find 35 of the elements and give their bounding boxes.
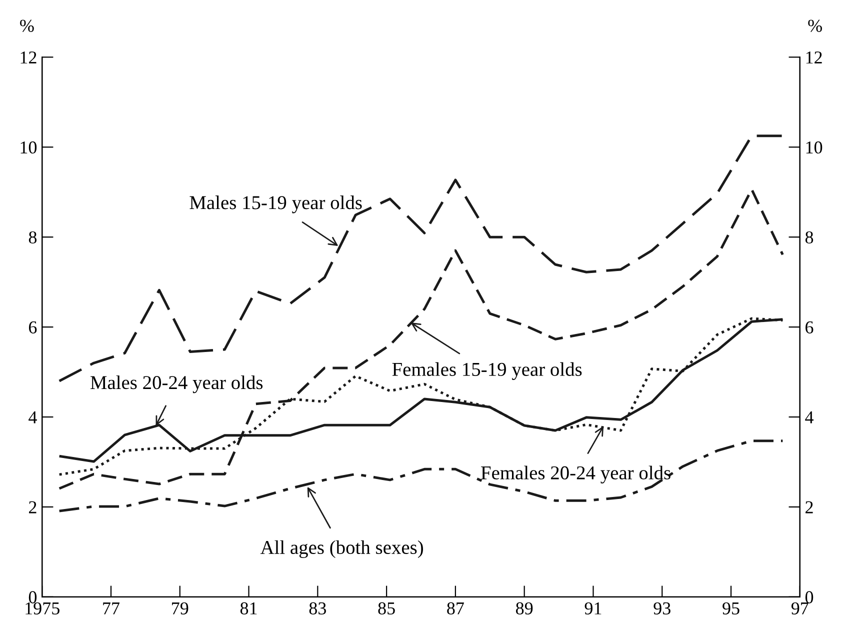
x-tick-label: 87 — [447, 602, 464, 614]
y2-axis-title: % — [808, 20, 822, 32]
annotation: Females 15-19 year olds — [392, 362, 582, 380]
y-tick-label: 2 — [29, 501, 36, 514]
annotation: Males 20-24 year olds — [90, 375, 263, 394]
y-tick-label: 8 — [28, 231, 37, 244]
x-tick-label: 83 — [309, 602, 326, 614]
x-tick-label: 93 — [654, 602, 670, 614]
y-tick-label: 10 — [20, 141, 37, 154]
y-tick-label: 0 — [28, 591, 37, 604]
x-tick-label: 97 — [791, 602, 808, 614]
x-tick-label: 95 — [722, 602, 740, 614]
y2-tick-label: 4 — [805, 411, 814, 424]
annotation: Males 15-19 year olds — [190, 196, 362, 214]
y-tick-label: 4 — [28, 411, 37, 424]
x-tick-label: 89 — [516, 602, 533, 614]
y2-tick-label: 0 — [805, 591, 814, 604]
x-tick-label: 1975 — [26, 602, 60, 614]
annotation: All ages (both sexes) — [260, 540, 424, 558]
y-axis-title: % — [20, 20, 34, 32]
x-tick-label: 79 — [172, 602, 188, 614]
annotation: Females 20-24 year olds — [481, 466, 670, 484]
line-series — [58, 188, 784, 490]
y-tick-label: 6 — [28, 321, 37, 334]
x-tick-label: 91 — [584, 602, 602, 614]
y2-tick-label: 2 — [806, 501, 813, 514]
y2-tick-label: 12 — [806, 51, 822, 64]
line-series — [58, 440, 784, 512]
x-tick-label: 85 — [378, 602, 395, 614]
y2-tick-label: 10 — [806, 141, 822, 154]
y2-tick-label: 8 — [805, 231, 814, 244]
y-tick-label: 12 — [20, 51, 36, 64]
x-tick-label: 77 — [103, 602, 120, 614]
y2-tick-label: 6 — [806, 321, 814, 334]
x-tick-label: 81 — [240, 602, 257, 614]
